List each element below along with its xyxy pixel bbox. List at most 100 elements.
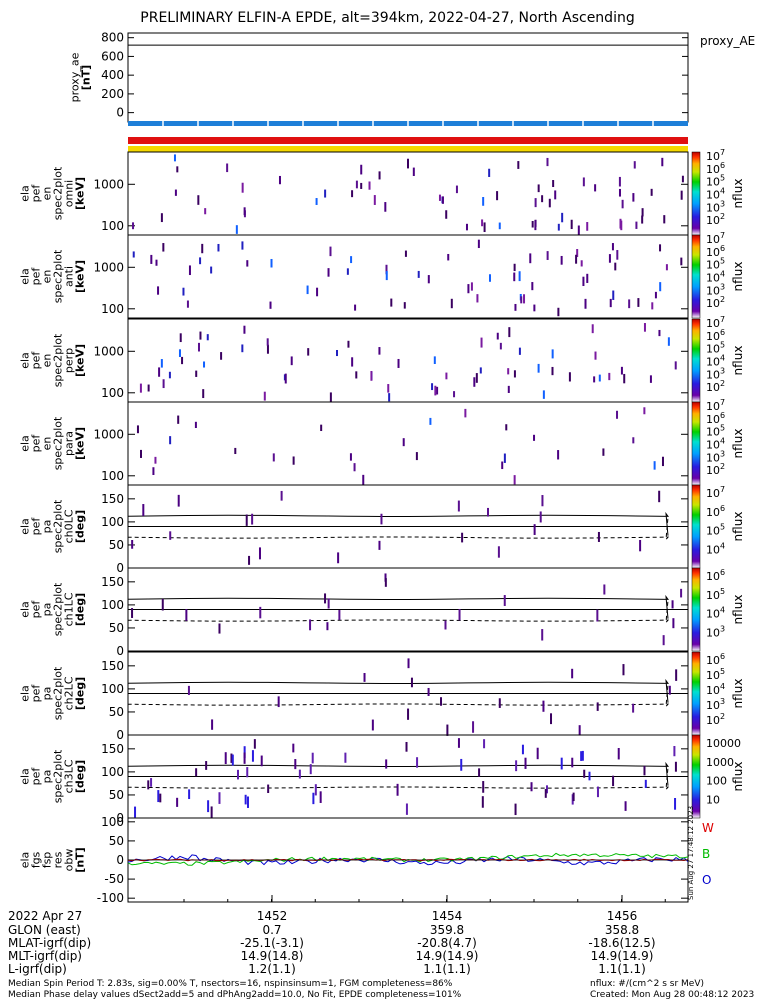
spectrogram-pixel xyxy=(637,298,640,307)
spectrogram-axis-label-line: spec2plot xyxy=(52,166,65,220)
spectrogram-pixel xyxy=(327,268,330,277)
colorbar-tick-label: 104 xyxy=(706,187,725,202)
pitch-angle-pixel xyxy=(131,540,134,549)
spectrogram-pixel xyxy=(378,171,381,180)
colorbar-tick-label: 103 xyxy=(706,624,725,639)
colorbar-tick-label: 106 xyxy=(706,652,725,667)
colorbar-tick-label: 105 xyxy=(706,667,725,682)
spec-tick-label: 1000 xyxy=(93,344,124,358)
pitch-angle-pixel xyxy=(662,635,665,646)
spectrogram-pixel xyxy=(575,254,578,264)
spectrogram-pixel xyxy=(278,175,281,185)
spectrogram-pixel xyxy=(403,302,406,309)
spectrogram-pixel xyxy=(557,307,560,317)
spectrogram-pixel xyxy=(336,349,339,357)
pitch-angle-pixel xyxy=(277,696,280,708)
pitch-angle-axis-label-line: ch1LC xyxy=(63,592,76,626)
pitch-angle-pixel xyxy=(267,784,270,794)
spectrogram-axis-label-line: pef xyxy=(30,267,43,286)
pitch-angle-pixel xyxy=(326,622,329,631)
colorbar-tick-label: 100 xyxy=(706,775,727,788)
pitch-angle-pixel xyxy=(363,673,366,682)
pitch-angle-pixel xyxy=(243,746,246,759)
pitch-angle-pixel xyxy=(176,797,179,807)
spectrogram-pixel xyxy=(620,366,623,375)
spectrogram-pixel xyxy=(513,272,516,282)
spectrogram-pixel xyxy=(360,182,363,189)
pa-tick-label: 150 xyxy=(101,575,124,589)
pitch-angle-pixel xyxy=(603,584,606,595)
pitch-angle-axis-label-line: pa xyxy=(41,520,54,534)
pitch-angle-pixel xyxy=(410,677,413,688)
pitch-angle-pixel xyxy=(294,759,297,770)
colorbar xyxy=(691,318,701,403)
colorbar-tick-label: 105 xyxy=(706,424,725,439)
spectrogram-pixel xyxy=(307,348,310,356)
field-legend-B: B xyxy=(702,847,710,861)
pitch-angle-pixel xyxy=(177,494,180,507)
pitch-angle-pixel xyxy=(243,752,246,764)
ephemeris-value: 0.7 xyxy=(262,923,281,937)
orbit-bar-yellow xyxy=(128,146,688,152)
pitch-angle-pixel xyxy=(384,573,387,582)
pitch-angle-pixel xyxy=(309,619,312,631)
pitch-angle-pixel xyxy=(560,757,563,770)
field-axis-label-line: fgs xyxy=(30,851,43,868)
field-trace-O xyxy=(127,854,689,866)
spec-tick-label: 100 xyxy=(101,386,124,400)
spectrogram-pixel xyxy=(529,253,532,264)
spectrogram-pixel xyxy=(210,266,213,274)
spectrogram-pixel xyxy=(162,243,165,252)
pitch-angle-pixel xyxy=(245,514,248,526)
pitch-angle-pixel xyxy=(571,757,574,768)
colorbar-tick-label: 104 xyxy=(706,541,725,556)
ephemeris-name: GLON (east) xyxy=(8,923,81,937)
spectrogram-pixel xyxy=(415,452,418,461)
spectrogram-pixel xyxy=(580,260,583,267)
colorbar-tick-label: 104 xyxy=(706,437,725,452)
spectrogram-pixel xyxy=(507,368,510,375)
pitch-angle-pixel xyxy=(259,606,262,619)
spectrogram-pixel xyxy=(582,276,585,287)
spectrogram-pixel xyxy=(346,268,349,275)
spectrogram-frame xyxy=(127,318,689,403)
spectrogram-pixel xyxy=(179,333,182,343)
spectrogram-pixel xyxy=(269,301,272,309)
pitch-angle-pixel xyxy=(311,752,314,764)
colorbar-tick-label: 104 xyxy=(706,682,725,697)
pitch-angle-pixel xyxy=(672,618,675,629)
spectrogram-pixel xyxy=(132,251,135,258)
ephemeris-value: -20.8(4.7) xyxy=(417,936,477,950)
pitch-angle-pixel xyxy=(292,743,295,753)
colorbar xyxy=(691,151,701,236)
pitch-angle-pixel xyxy=(244,794,247,805)
spectrogram-pixel xyxy=(520,296,523,304)
spectrogram-pixel xyxy=(586,222,589,231)
time-tick-label: 1456 xyxy=(607,909,638,923)
spectrogram-pixel xyxy=(480,337,483,348)
spectrogram-pixel xyxy=(412,167,415,176)
pitch-angle-pixel xyxy=(230,753,233,763)
pitch-angle-pixel xyxy=(407,658,410,669)
spectrogram-pixel xyxy=(632,193,635,202)
spectrogram-pixel xyxy=(241,241,244,250)
pitch-angle-pixel xyxy=(542,700,545,712)
spectrogram-pixel xyxy=(551,349,554,359)
pa-tick-label: 50 xyxy=(109,705,124,719)
pitch-angle-pixel xyxy=(581,750,584,761)
spectrogram-frame xyxy=(127,401,689,486)
spectrogram-pixel xyxy=(464,408,467,418)
field-tick-label: 0 xyxy=(116,853,124,867)
proxy-tick-label: 200 xyxy=(101,87,124,101)
spectrogram-pixel xyxy=(266,338,269,346)
spectrogram-pixel xyxy=(680,257,683,266)
spectrogram-pixel xyxy=(483,222,486,233)
spectrogram-pixel xyxy=(621,199,624,209)
proxy-panel-frame xyxy=(127,32,689,123)
spectrogram-pixel xyxy=(476,294,479,303)
spectrogram-pixel xyxy=(150,254,153,264)
colorbar-label: nflux xyxy=(731,262,745,292)
spectrogram-pixel xyxy=(473,377,476,387)
pitch-angle-pixel xyxy=(258,547,261,560)
